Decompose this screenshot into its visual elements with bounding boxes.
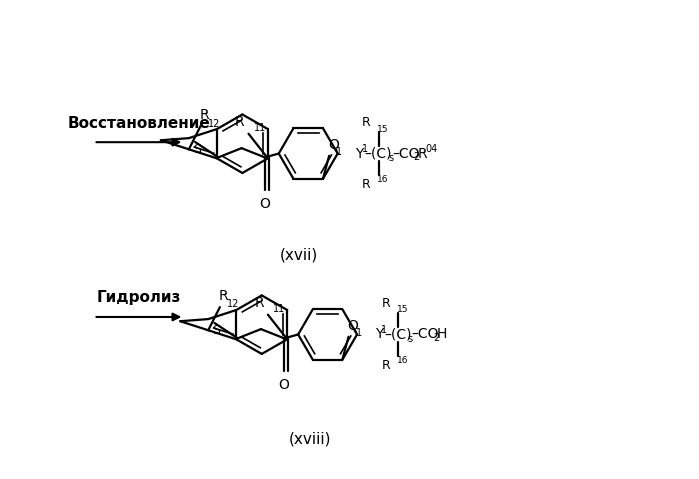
Text: (xviii): (xviii) [289, 431, 331, 446]
Text: 2: 2 [414, 152, 420, 161]
Text: 15: 15 [396, 306, 408, 314]
Text: R: R [219, 288, 229, 303]
Text: Гидролиз: Гидролиз [96, 290, 181, 306]
Text: 11: 11 [254, 123, 266, 133]
Text: –CO: –CO [392, 147, 419, 160]
Text: 1: 1 [361, 144, 368, 154]
Text: R: R [235, 115, 245, 129]
Text: Q: Q [347, 318, 359, 332]
Text: 11: 11 [273, 304, 286, 314]
Text: –CO: –CO [411, 328, 439, 342]
Text: R: R [382, 297, 390, 310]
Text: S: S [212, 324, 220, 337]
Text: R: R [417, 147, 427, 160]
Text: Q: Q [329, 137, 339, 151]
Text: S: S [193, 143, 201, 156]
Text: R: R [382, 359, 390, 372]
Text: O: O [279, 378, 289, 392]
Text: 1: 1 [336, 148, 343, 157]
Text: 04: 04 [425, 144, 438, 154]
Text: –(C): –(C) [365, 147, 392, 160]
Text: 15: 15 [377, 125, 389, 134]
Text: Y: Y [375, 328, 383, 342]
Text: 12: 12 [227, 299, 239, 309]
Text: 2: 2 [433, 332, 439, 342]
Text: Восстановление: Восстановление [67, 115, 210, 131]
Text: R: R [200, 108, 209, 122]
Text: O: O [259, 197, 271, 211]
Text: 16: 16 [396, 356, 408, 365]
Text: R: R [362, 116, 371, 129]
Text: 1: 1 [381, 325, 387, 335]
Text: –(C): –(C) [384, 328, 412, 342]
Text: (xvii): (xvii) [280, 248, 317, 263]
Text: 1: 1 [356, 328, 361, 338]
Text: Y: Y [356, 147, 364, 160]
Text: R: R [362, 178, 371, 191]
Text: 16: 16 [377, 175, 389, 184]
Text: H: H [437, 328, 447, 342]
Text: s: s [408, 334, 412, 344]
Text: s: s [388, 153, 393, 163]
Text: R: R [254, 296, 264, 310]
Text: 12: 12 [208, 118, 220, 128]
